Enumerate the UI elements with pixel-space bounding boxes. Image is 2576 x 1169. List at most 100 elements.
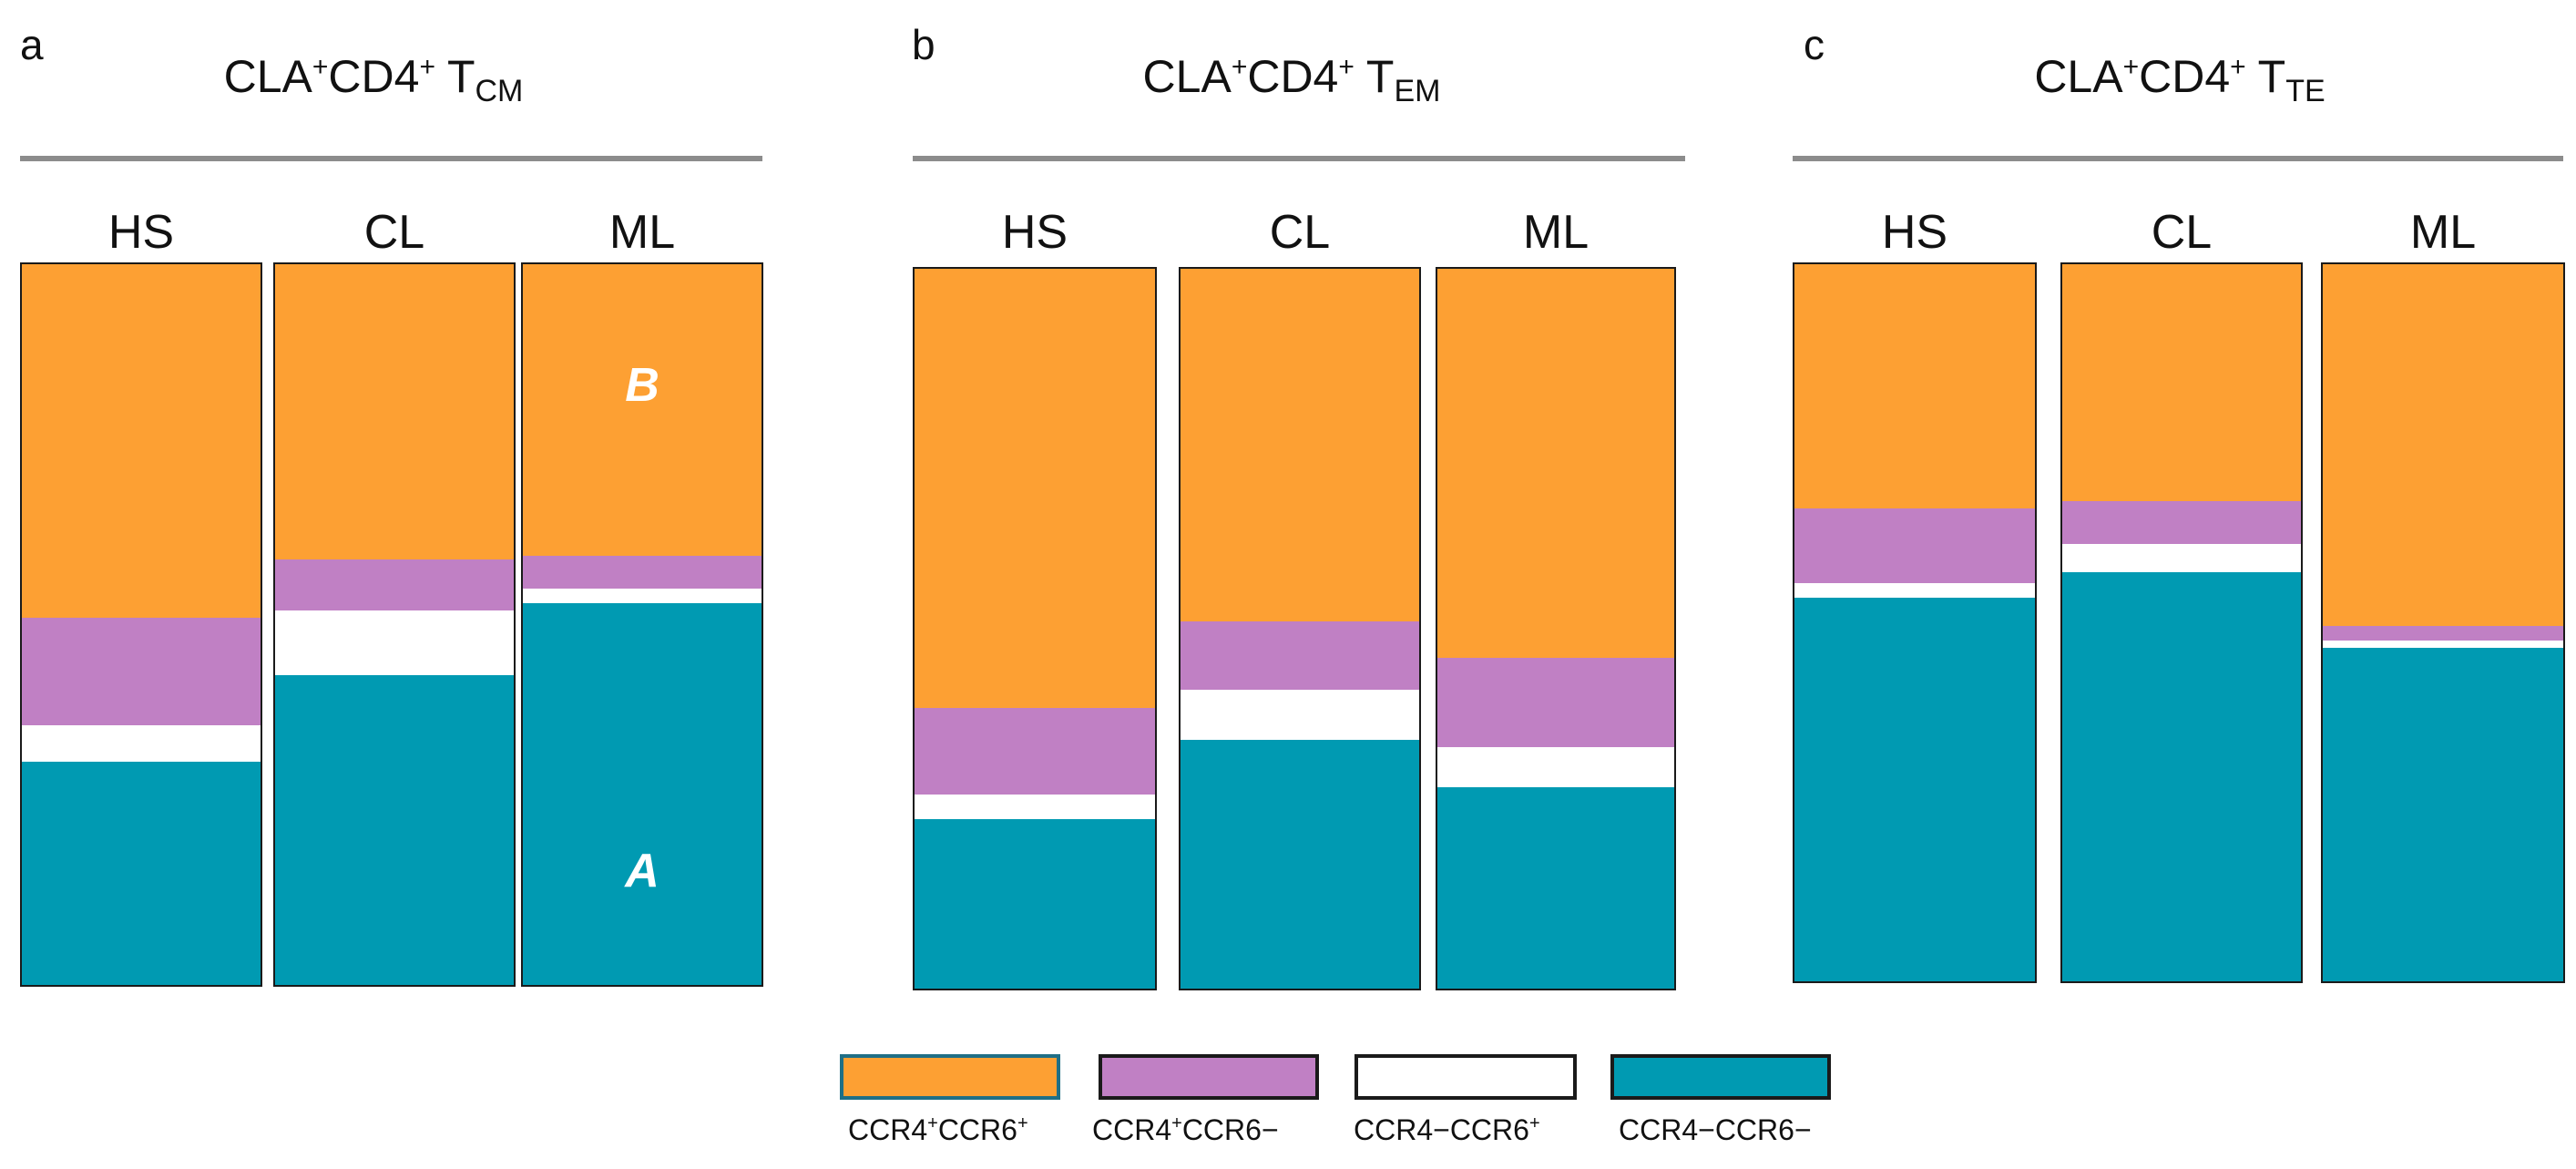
bar-segment-ccr4n_ccr6n <box>915 819 1155 989</box>
bar-segment-ccr4n_ccr6p <box>1794 583 2035 599</box>
stacked-bar-ml <box>521 262 763 987</box>
panel-a: a CLA+CD4+ TCM HS CL ML B A <box>20 0 803 1002</box>
title-t3: T <box>2245 51 2286 102</box>
bar-segment-ccr4n_ccr6n <box>1794 597 2035 981</box>
legend-label-main: CCR4−CCR6 <box>1354 1113 1529 1146</box>
bar-segment-ccr4n_ccr6p <box>1181 690 1419 741</box>
bar-segment-ccr4p_ccr6n <box>2323 626 2563 641</box>
category-label-hs: HS <box>1881 206 1948 259</box>
title-rule <box>20 156 762 161</box>
stacked-bar-ml <box>1436 267 1676 990</box>
legend-swatch-ccr4n_ccr6p <box>1354 1054 1577 1100</box>
legend-label-sup1: + <box>1171 1113 1182 1133</box>
legend-swatch-ccr4p_ccr6p <box>840 1054 1060 1100</box>
bar-segment-ccr4p_ccr6p <box>1181 269 1419 622</box>
bar-segment-ccr4p_ccr6p <box>523 264 762 557</box>
bar-segment-ccr4n_ccr6n <box>22 761 261 985</box>
bar-segment-ccr4p_ccr6n <box>1437 657 1674 748</box>
title-sub: CM <box>475 74 524 108</box>
stacked-bar-hs <box>913 267 1157 990</box>
category-label-cl: CL <box>2151 206 2213 259</box>
title-rule <box>913 156 1685 161</box>
panel-title: CLA+CD4+ TCM <box>0 50 765 109</box>
panel-letter: b <box>912 21 935 68</box>
stacked-bar-hs <box>20 262 262 987</box>
annotation-b: B <box>625 359 659 413</box>
title-t1: CLA <box>223 51 312 102</box>
annotation-a: A <box>625 844 659 897</box>
legend-label-ccr4n_ccr6p: CCR4−CCR6+ <box>1354 1113 1540 1147</box>
panel-title: CLA+CD4+ TTE <box>1788 50 2571 109</box>
legend-label-sup2: + <box>1017 1113 1028 1133</box>
category-label-ml: ML <box>2409 206 2477 259</box>
panel-letter: c <box>1804 21 1825 68</box>
title-rule <box>1793 156 2563 161</box>
title-t2: CD4 <box>1247 51 1339 102</box>
legend-label-sup1: + <box>927 1113 938 1133</box>
bar-segment-ccr4p_ccr6n <box>275 559 514 611</box>
panel-letter: a <box>20 21 44 68</box>
bar-segment-ccr4p_ccr6p <box>22 264 261 619</box>
stacked-bar-cl <box>273 262 516 987</box>
bar-segment-ccr4p_ccr6n <box>1181 621 1419 691</box>
title-t1: CLA <box>1142 51 1232 102</box>
legend-label-main: CCR4 <box>848 1113 928 1146</box>
bar-segment-ccr4n_ccr6p <box>2323 641 2563 649</box>
bar-segment-ccr4n_ccr6p <box>275 610 514 676</box>
bar-segment-ccr4n_ccr6n <box>1437 786 1674 989</box>
title-s1: + <box>1231 52 1248 82</box>
title-t2: CD4 <box>2139 51 2231 102</box>
category-label-cl: CL <box>1269 206 1331 259</box>
legend-label-main: CCR4−CCR6− <box>1619 1113 1812 1146</box>
legend-swatch-ccr4n_ccr6n <box>1610 1054 1831 1100</box>
bar-segment-ccr4n_ccr6n <box>2062 572 2301 981</box>
bar-segment-ccr4p_ccr6p <box>915 269 1155 709</box>
stacked-bar-cl <box>2060 262 2303 983</box>
bar-segment-ccr4n_ccr6p <box>523 588 762 604</box>
title-s2: + <box>1338 52 1354 82</box>
title-s1: + <box>2122 52 2140 82</box>
stacked-bar-cl <box>1179 267 1421 990</box>
bar-segment-ccr4p_ccr6p <box>1437 269 1674 659</box>
panel-b: b CLA+CD4+ TEM HS CL ML <box>912 0 1696 1002</box>
legend-label-sup2: + <box>1528 1113 1540 1133</box>
bar-segment-ccr4p_ccr6n <box>1794 508 2035 584</box>
category-label-hs: HS <box>107 206 175 259</box>
title-s1: + <box>312 52 329 82</box>
bar-segment-ccr4p_ccr6p <box>2062 264 2301 502</box>
bar-segment-ccr4n_ccr6n <box>523 602 762 985</box>
legend: CCR4+CCR6+ CCR4+CCR6− CCR4−CCR6+ CCR4−CCR6− <box>0 1048 2576 1157</box>
title-s2: + <box>2230 52 2246 82</box>
stacked-bar-ml <box>2321 262 2565 983</box>
title-sub: EM <box>1394 74 1441 108</box>
legend-label-ccr4p_ccr6p: CCR4+CCR6+ <box>848 1113 1028 1147</box>
bar-segment-ccr4p_ccr6n <box>915 707 1155 795</box>
category-label-ml: ML <box>608 206 676 259</box>
bar-segment-ccr4p_ccr6p <box>2323 264 2563 627</box>
category-label-ml: ML <box>1522 206 1590 259</box>
bar-segment-ccr4n_ccr6n <box>2323 648 2563 981</box>
title-t2: CD4 <box>328 51 420 102</box>
legend-label-mid: CCR6 <box>937 1113 1017 1146</box>
bar-segment-ccr4n_ccr6n <box>1181 740 1419 989</box>
legend-label-ccr4p_ccr6n: CCR4+CCR6− <box>1092 1113 1279 1147</box>
title-t3: T <box>434 51 475 102</box>
legend-label-main: CCR4 <box>1092 1113 1172 1146</box>
bar-segment-ccr4n_ccr6p <box>2062 543 2301 573</box>
bar-segment-ccr4p_ccr6n <box>2062 500 2301 545</box>
legend-label-mid: CCR6− <box>1181 1113 1279 1146</box>
title-s2: + <box>419 52 435 82</box>
bar-segment-ccr4n_ccr6n <box>275 674 514 985</box>
bar-segment-ccr4n_ccr6p <box>915 794 1155 820</box>
bar-segment-ccr4p_ccr6p <box>275 264 514 560</box>
legend-swatch-ccr4p_ccr6n <box>1099 1054 1319 1100</box>
bar-segment-ccr4n_ccr6p <box>1437 747 1674 788</box>
bar-segment-ccr4p_ccr6p <box>1794 264 2035 509</box>
bar-segment-ccr4p_ccr6n <box>523 556 762 590</box>
bar-segment-ccr4p_ccr6n <box>22 617 261 726</box>
panel-c: c CLA+CD4+ TTE HS CL ML <box>1793 0 2576 1002</box>
title-sub: TE <box>2285 74 2326 108</box>
category-label-hs: HS <box>1001 206 1068 259</box>
panel-title: CLA+CD4+ TEM <box>900 50 1683 109</box>
